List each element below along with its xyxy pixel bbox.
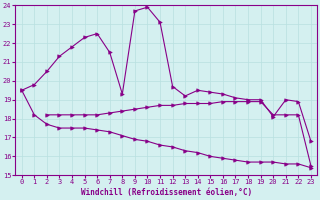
- X-axis label: Windchill (Refroidissement éolien,°C): Windchill (Refroidissement éolien,°C): [81, 188, 252, 197]
